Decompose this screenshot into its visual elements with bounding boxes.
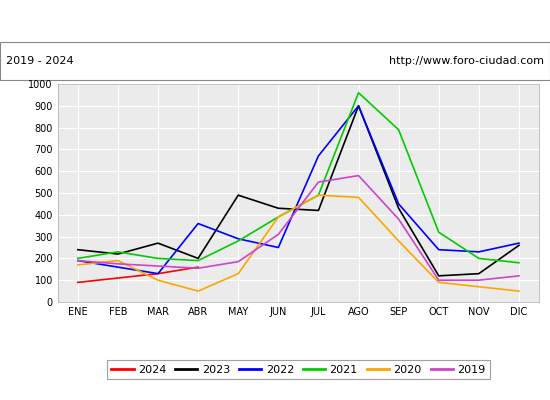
Text: 2019 - 2024: 2019 - 2024 [6,56,73,66]
Text: http://www.foro-ciudad.com: http://www.foro-ciudad.com [389,56,544,66]
Text: Evolucion Nº Turistas Nacionales en el municipio de Roales de Campos: Evolucion Nº Turistas Nacionales en el m… [40,14,510,28]
Legend: 2024, 2023, 2022, 2021, 2020, 2019: 2024, 2023, 2022, 2021, 2020, 2019 [107,360,490,379]
